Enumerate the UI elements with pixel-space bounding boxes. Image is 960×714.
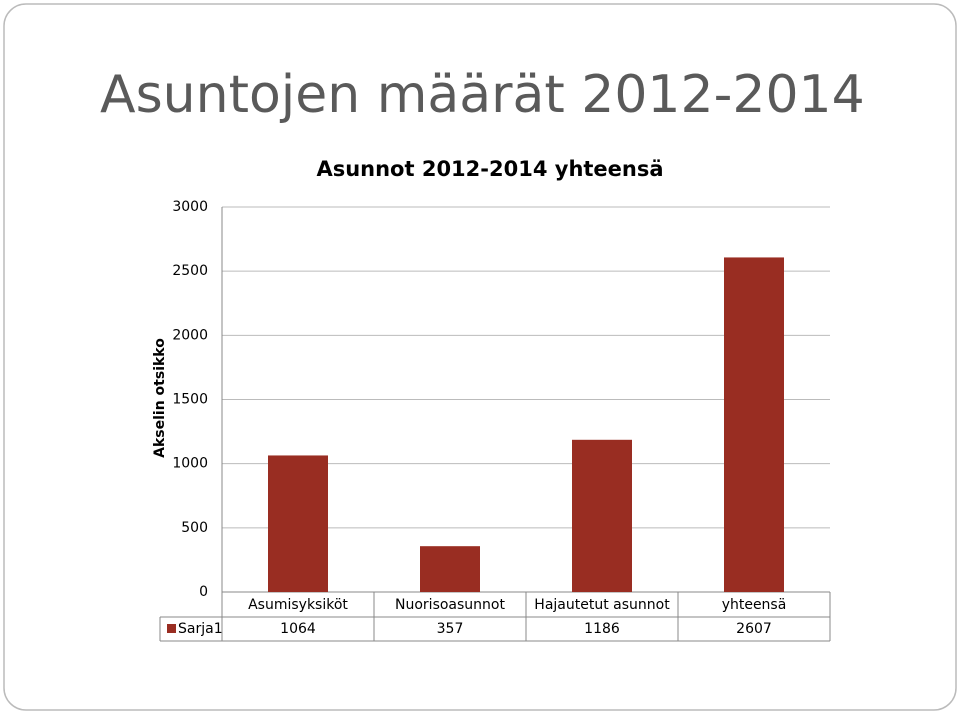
y-tick-label: 0 <box>199 584 208 600</box>
chart-title: Asunnot 2012-2014 yhteensä <box>316 157 663 181</box>
slide-frame <box>3 3 957 711</box>
legend-key <box>167 624 176 633</box>
y-tick-label: 1500 <box>172 392 208 408</box>
bar <box>724 257 784 592</box>
bar <box>572 439 632 592</box>
x-tick-label: yhteensä <box>722 597 787 613</box>
y-tick-label: 1000 <box>172 456 208 472</box>
y-tick-label: 2000 <box>172 327 208 343</box>
y-tick-label: 500 <box>181 520 208 536</box>
x-tick-label: Hajautetut asunnot <box>534 597 670 613</box>
slide-title: Asuntojen määrät 2012-2014 <box>100 65 865 125</box>
table-value: 1064 <box>280 621 316 637</box>
legend-label: Sarja1 <box>178 621 223 637</box>
y-tick-label: 2500 <box>172 263 208 279</box>
y-tick-label: 3000 <box>172 199 208 215</box>
table-value: 2607 <box>736 621 772 637</box>
bar <box>420 546 480 592</box>
table-value: 357 <box>437 621 464 637</box>
table-value: 1186 <box>584 621 620 637</box>
bar <box>268 455 328 592</box>
x-tick-label: Nuorisoasunnot <box>395 597 505 613</box>
y-axis-label: Akselin otsikko <box>152 338 168 458</box>
x-tick-label: Asumisyksiköt <box>248 597 348 613</box>
